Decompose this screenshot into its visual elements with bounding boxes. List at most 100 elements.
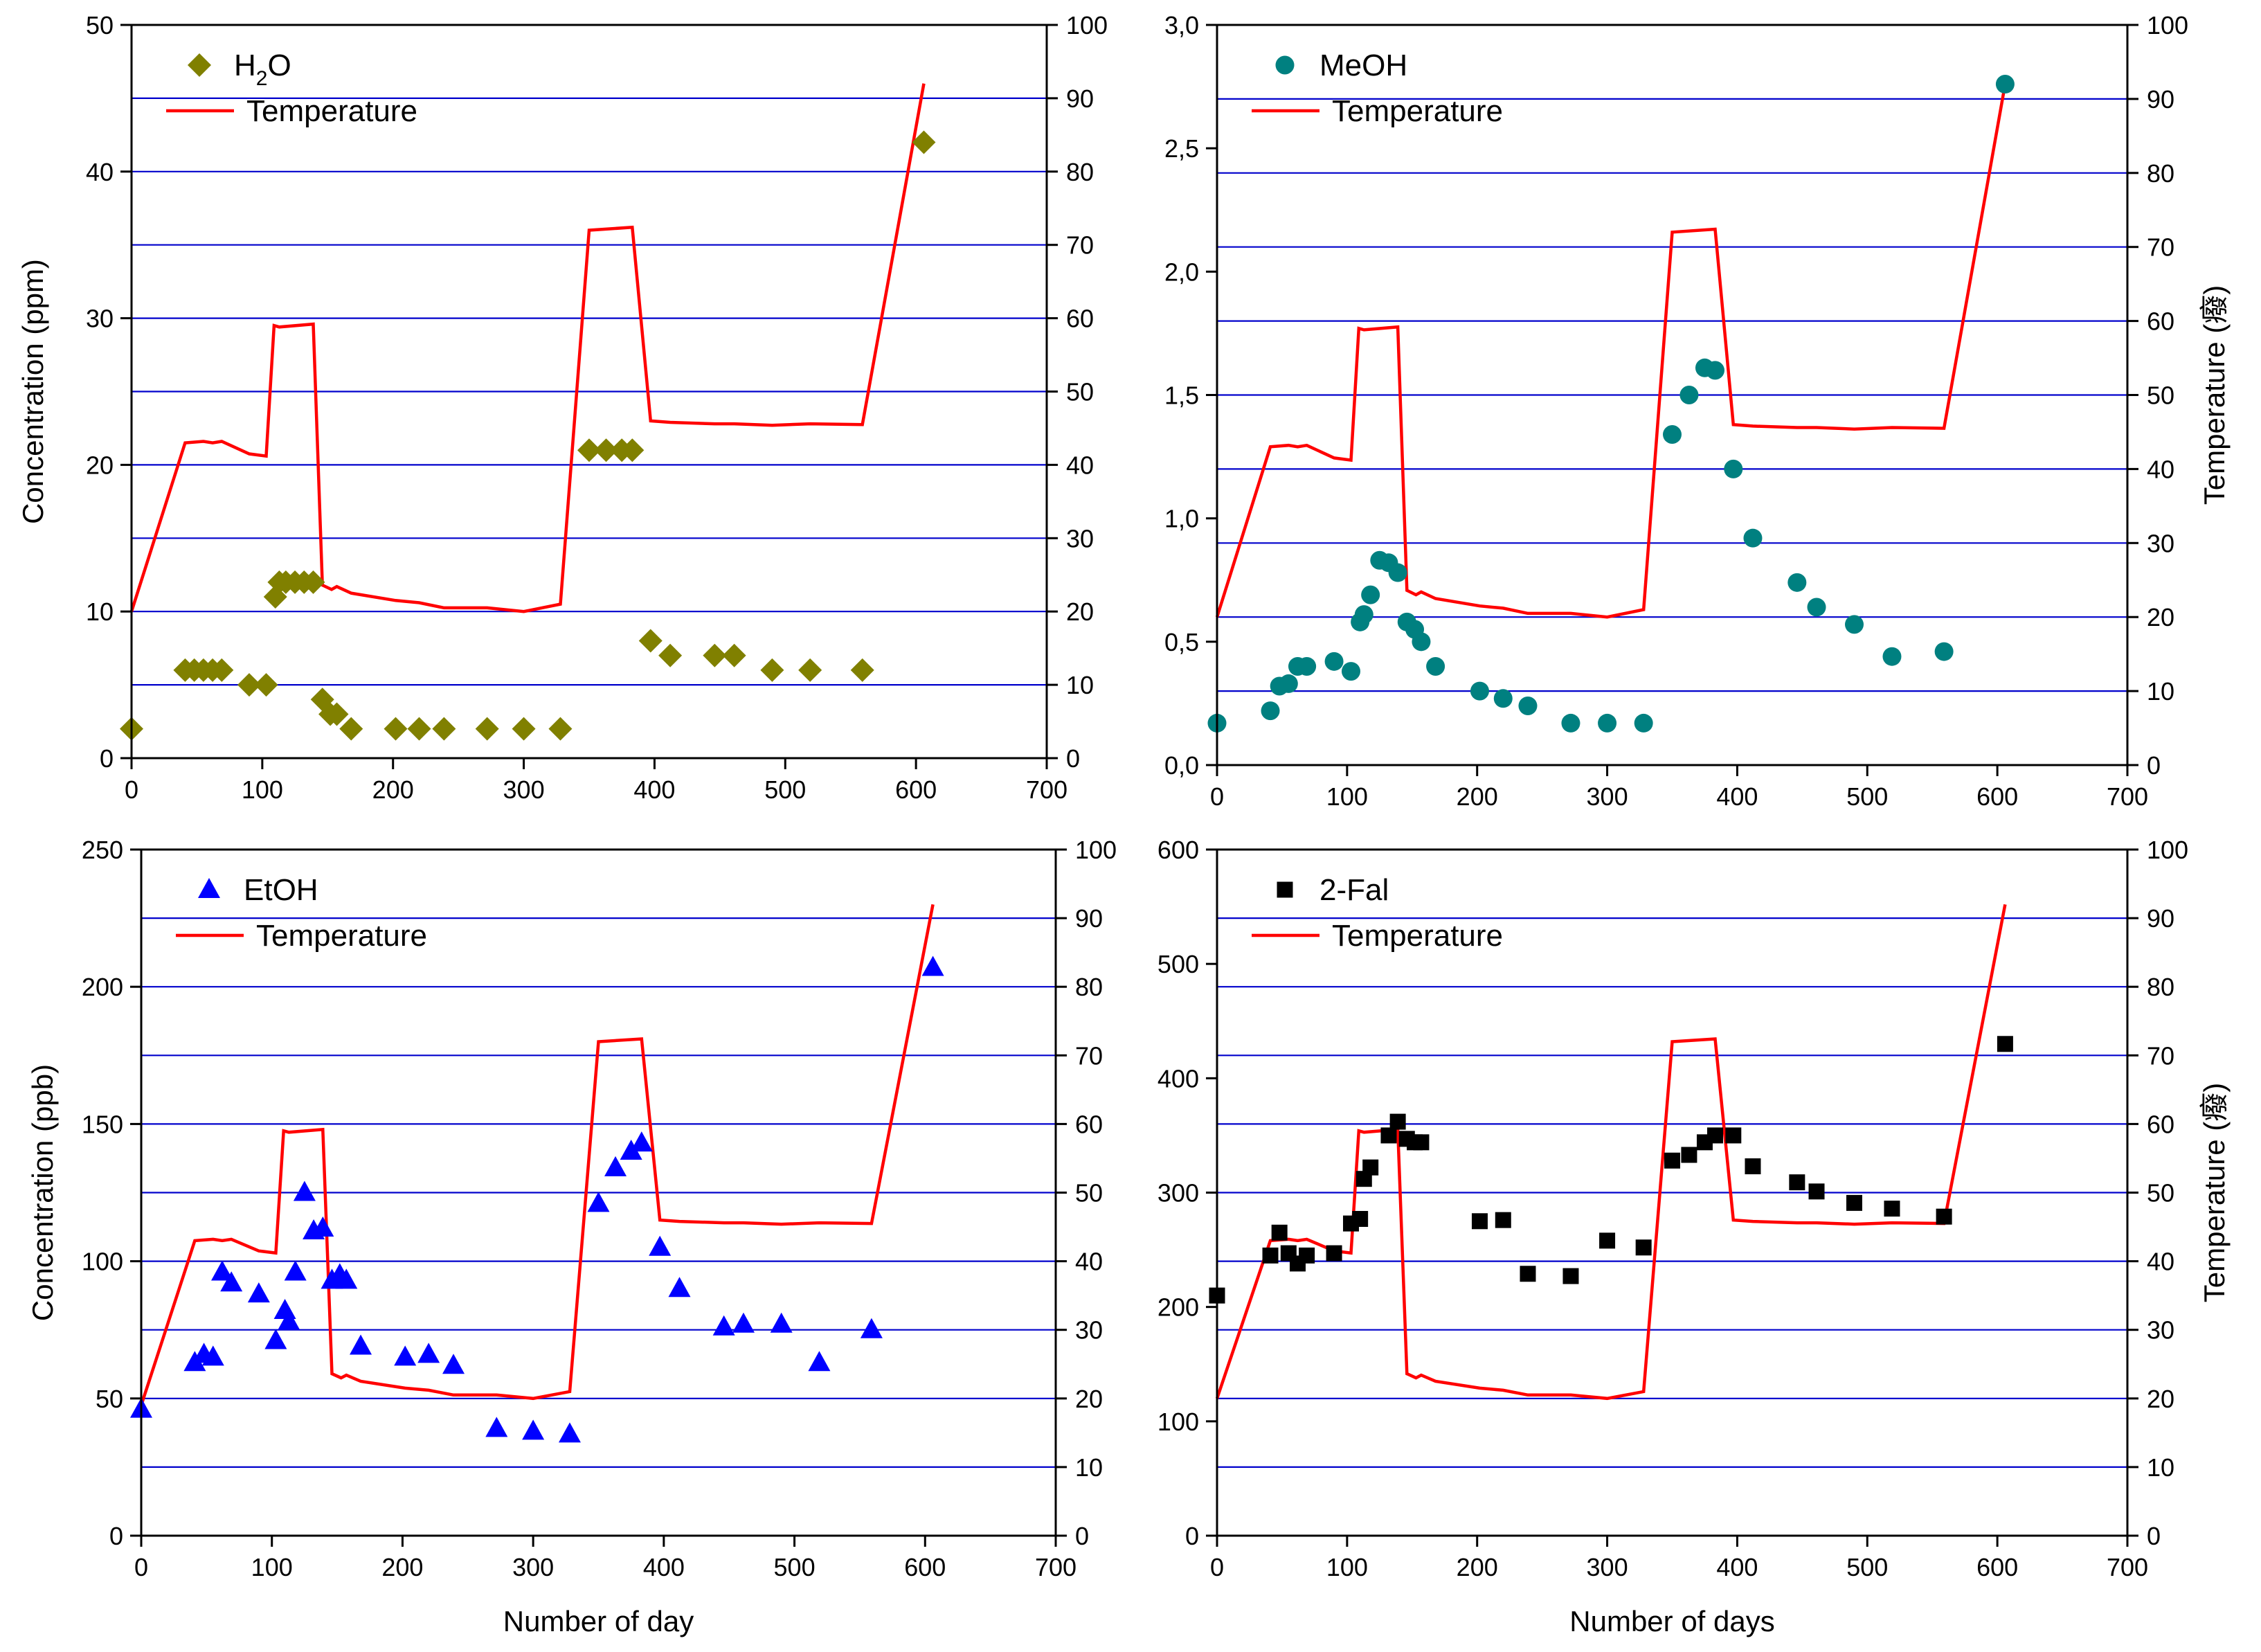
y-tick-label: 50 <box>96 1385 123 1413</box>
data-point-etoh <box>620 1140 642 1160</box>
data-point-2-fal <box>1884 1201 1900 1217</box>
y-tick-label: 2,5 <box>1164 134 1199 163</box>
y-tick-label: 500 <box>1157 950 1199 978</box>
legend-label-text: H <box>234 48 256 82</box>
data-point-h2o <box>722 643 746 667</box>
x-tick-label: 200 <box>1457 1553 1498 1581</box>
y2-tick-label: 30 <box>1066 524 1094 553</box>
legend-label-text: 2-Fal <box>1319 873 1389 907</box>
data-point-2-fal <box>1262 1247 1279 1264</box>
data-point-etoh <box>860 1318 883 1338</box>
data-point-etoh <box>604 1156 627 1176</box>
y2-axis-title: Temperature (癈) <box>2198 285 2231 505</box>
data-point-2-fal <box>1599 1232 1616 1249</box>
temperature-series-line <box>139 904 935 1406</box>
legend-label: MeOH <box>1319 48 1407 82</box>
x-tick-label: 600 <box>904 1553 946 1581</box>
data-point-etoh <box>273 1298 296 1319</box>
data-point-etoh <box>808 1351 831 1372</box>
y2-tick-label: 40 <box>2147 1248 2174 1276</box>
data-point-etoh <box>649 1235 672 1256</box>
chart-panel-bottom-left: 0 100 200 300 400 500 600 700 0 50 100 150 200 250 0 10… <box>26 836 1117 1637</box>
y-tick-label: 200 <box>82 973 123 1001</box>
data-point-etoh <box>394 1345 417 1366</box>
data-point-meoh <box>1679 386 1699 404</box>
x-tick-label: 100 <box>1326 1553 1368 1581</box>
data-point-2-fal <box>1352 1210 1369 1227</box>
y-tick-label: 2,0 <box>1164 258 1199 286</box>
data-point-h2o <box>384 717 408 741</box>
y-axis-title: Concentration (ppm) <box>17 259 49 524</box>
x-tick-label: 500 <box>1846 782 1888 811</box>
y-tick-label: 0 <box>109 1522 123 1550</box>
x-tick-label: 0 <box>1210 1553 1224 1581</box>
data-point-meoh <box>1882 647 1902 666</box>
data-point-h2o <box>620 438 645 463</box>
y-tick-label: 20 <box>86 451 114 479</box>
y2-tick-label: 70 <box>2147 233 2174 262</box>
data-point-etoh <box>668 1277 691 1298</box>
data-point-2-fal <box>1745 1158 1761 1175</box>
legend: EtOH Temperature <box>176 873 427 953</box>
data-point-2-fal <box>1362 1159 1379 1176</box>
data-point-etoh <box>630 1131 653 1152</box>
data-point-2-fal <box>1271 1224 1288 1241</box>
y-axis-title: Concentration (ppb) <box>26 1064 59 1321</box>
x-tick-label: 0 <box>1210 782 1224 811</box>
data-point-h2o <box>432 717 456 741</box>
data-point-etoh <box>278 1309 300 1330</box>
data-point-2-fal <box>1495 1212 1511 1228</box>
y2-tick-label: 90 <box>2147 904 2174 933</box>
data-point-meoh <box>1634 713 1653 733</box>
legend-label: Temperature <box>256 919 427 953</box>
x-tick-label: 100 <box>242 775 283 804</box>
x-tick-label: 700 <box>2107 1553 2148 1581</box>
data-point-meoh <box>1518 696 1538 715</box>
temperature-series-line <box>1215 84 2007 619</box>
data-point-meoh <box>1845 615 1864 634</box>
x-tick-label: 400 <box>643 1553 685 1581</box>
x-tick-label: 200 <box>1457 782 1498 811</box>
y2-tick-label: 20 <box>2147 1385 2174 1413</box>
data-point-etoh <box>335 1268 358 1289</box>
data-point-etoh <box>312 1216 334 1237</box>
x-axis-title: Number of days <box>1569 1605 1774 1637</box>
data-point-h2o <box>254 673 278 697</box>
y2-tick-label: 100 <box>1075 836 1117 864</box>
data-point-2-fal <box>1706 1127 1723 1144</box>
legend-label-text: EtOH <box>244 873 318 907</box>
legend-label: Temperature <box>246 94 417 128</box>
data-point-etoh <box>485 1417 508 1437</box>
data-point-h2o <box>301 570 325 594</box>
data-point-meoh <box>1598 713 1617 733</box>
legend-label-text: MeOH <box>1319 48 1407 82</box>
data-point-2-fal <box>1725 1127 1742 1144</box>
x-axis-title: Number of day <box>503 1605 694 1637</box>
y-tick-label: 0 <box>100 744 114 773</box>
y2-tick-label: 40 <box>1075 1248 1103 1276</box>
data-point-meoh <box>1388 563 1407 582</box>
data-point-h2o <box>658 643 683 667</box>
y2-tick-label: 0 <box>1075 1522 1089 1550</box>
y2-tick-label: 50 <box>2147 1179 2174 1207</box>
data-point-etoh <box>712 1315 735 1336</box>
y2-tick-label: 10 <box>1075 1453 1103 1482</box>
data-point-2-fal <box>1846 1194 1862 1211</box>
data-point-meoh <box>1807 598 1826 617</box>
x-tick-label: 100 <box>251 1553 293 1581</box>
legend-label: Temperature <box>1332 94 1503 128</box>
data-point-etoh <box>220 1271 243 1292</box>
x-tick-label: 300 <box>503 775 545 804</box>
legend-marker-swatch <box>1277 881 1293 898</box>
data-point-h2o <box>325 702 349 726</box>
y2-tick-label: 100 <box>2147 836 2188 864</box>
data-point-h2o <box>850 658 874 682</box>
y-tick-label: 1,0 <box>1164 505 1199 533</box>
data-point-etoh <box>417 1343 440 1363</box>
data-point-2-fal <box>1789 1174 1805 1191</box>
data-point-etoh <box>587 1192 610 1212</box>
y2-tick-label: 80 <box>2147 973 2174 1001</box>
data-point-etoh <box>522 1419 545 1440</box>
y2-tick-label: 50 <box>1066 378 1094 406</box>
